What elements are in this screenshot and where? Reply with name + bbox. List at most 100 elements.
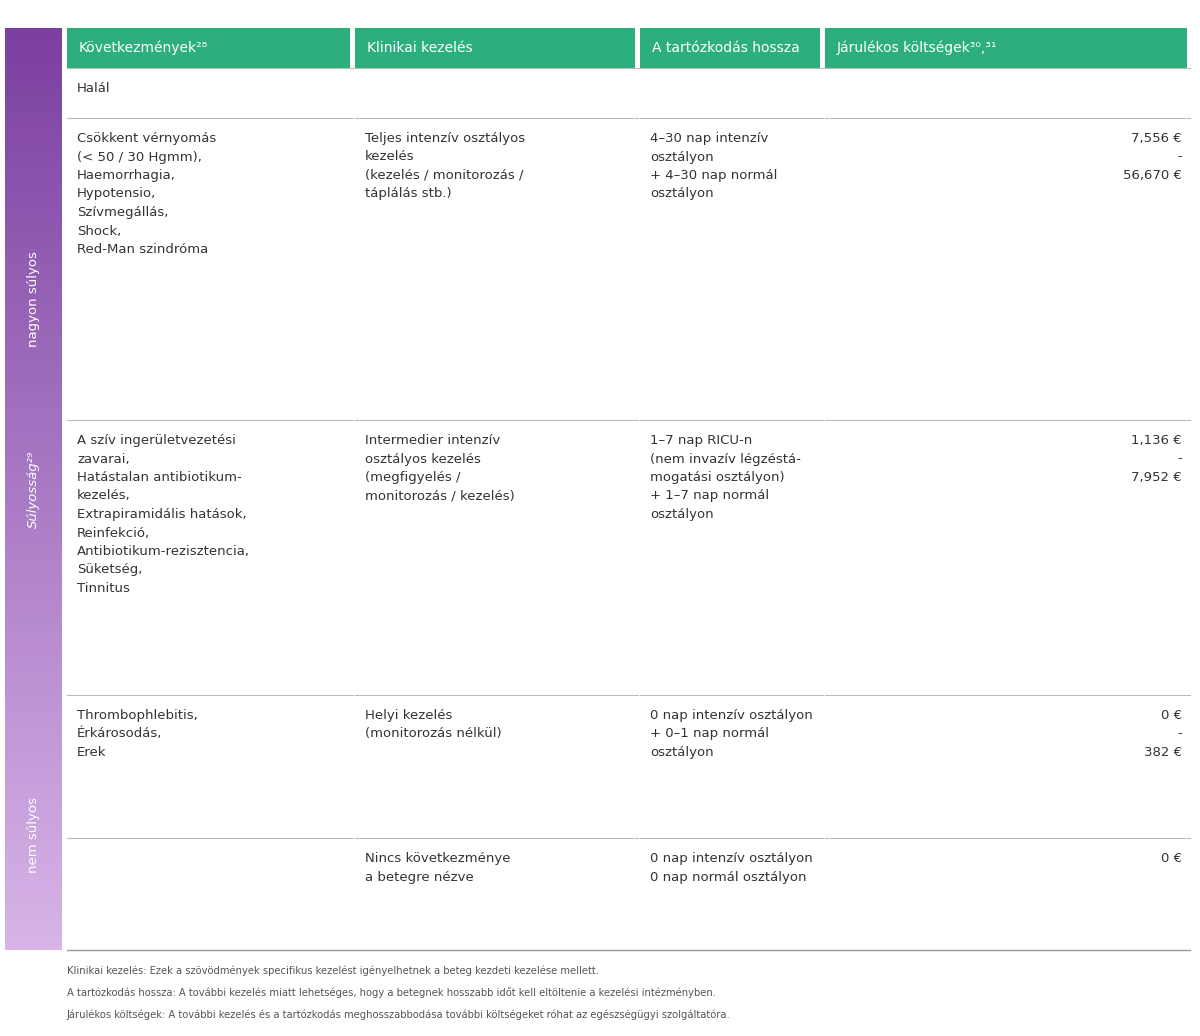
Bar — [5, 724, 62, 728]
Text: 0 nap intenzív osztályon
+ 0–1 nap normál
osztályon: 0 nap intenzív osztályon + 0–1 nap normá… — [650, 709, 812, 759]
Bar — [5, 927, 62, 931]
Bar — [5, 318, 62, 323]
Bar — [5, 194, 62, 199]
Text: 382 €: 382 € — [1144, 746, 1182, 759]
Bar — [5, 572, 62, 577]
Bar — [5, 803, 62, 807]
Bar — [5, 434, 62, 438]
Text: nagyon súlyos: nagyon súlyos — [26, 251, 40, 347]
Bar — [5, 480, 62, 485]
Bar — [5, 756, 62, 761]
Bar — [5, 807, 62, 811]
Bar — [5, 526, 62, 530]
Bar — [640, 28, 820, 68]
Bar — [5, 387, 62, 393]
Text: Klinikai kezelés: Klinikai kezelés — [367, 41, 473, 55]
Text: Halál: Halál — [77, 82, 110, 95]
Bar — [5, 75, 62, 79]
Bar — [5, 558, 62, 563]
Bar — [5, 811, 62, 816]
Bar — [5, 359, 62, 365]
Bar — [5, 134, 62, 139]
Bar — [5, 788, 62, 794]
Bar — [5, 848, 62, 854]
Bar — [5, 383, 62, 387]
Bar — [5, 485, 62, 489]
Bar — [5, 585, 62, 591]
Bar — [5, 410, 62, 415]
Text: 0 €: 0 € — [1160, 709, 1182, 722]
Bar — [826, 28, 1187, 68]
Bar — [5, 69, 62, 75]
Text: Intermedier intenzív
osztályos kezelés
(megfigyelés /
monitorozás / kezelés): Intermedier intenzív osztályos kezelés (… — [365, 434, 515, 502]
Bar — [5, 673, 62, 678]
Text: 7,952 €: 7,952 € — [1132, 471, 1182, 484]
Bar — [5, 761, 62, 766]
Bar — [5, 425, 62, 429]
Bar — [5, 696, 62, 701]
Bar — [5, 645, 62, 651]
Bar — [5, 429, 62, 434]
Bar — [5, 752, 62, 756]
Bar — [5, 47, 62, 51]
Bar — [5, 563, 62, 568]
Bar — [5, 678, 62, 683]
Bar — [5, 577, 62, 581]
Bar — [5, 711, 62, 715]
Bar — [5, 305, 62, 309]
Bar — [5, 502, 62, 508]
Bar — [5, 728, 62, 733]
Bar — [5, 498, 62, 502]
Bar — [5, 466, 62, 470]
Bar — [5, 604, 62, 609]
Bar — [5, 438, 62, 443]
Bar — [5, 918, 62, 922]
Bar — [5, 664, 62, 669]
Bar — [5, 683, 62, 687]
Text: A tartózkodás hossza: A további kezelés miatt lehetséges, hogy a betegnek hossza: A tartózkodás hossza: A további kezelés … — [67, 987, 716, 998]
Bar — [5, 489, 62, 493]
Bar — [5, 470, 62, 476]
Bar — [5, 282, 62, 286]
Bar — [5, 687, 62, 692]
Bar — [5, 231, 62, 235]
Bar — [5, 420, 62, 425]
Text: Helyi kezelés
(monitorozás nélkül): Helyi kezelés (monitorozás nélkül) — [365, 709, 502, 741]
Bar — [5, 876, 62, 881]
Bar — [5, 581, 62, 585]
Bar — [5, 867, 62, 871]
Bar — [5, 342, 62, 346]
Text: 1–7 nap RICU-n
(nem invazív légzéstá-
mogatási osztályon)
+ 1–7 nap normál
osztá: 1–7 nap RICU-n (nem invazív légzéstá- mo… — [650, 434, 800, 521]
Text: Klinikai kezelés: Ezek a szövödmények specifikus kezelést igényelhetnek a beteg : Klinikai kezelés: Ezek a szövödmények sp… — [67, 965, 599, 976]
Bar — [5, 41, 62, 47]
Bar — [5, 401, 62, 406]
Bar — [5, 770, 62, 775]
Bar — [5, 835, 62, 839]
Bar — [5, 226, 62, 231]
Bar — [5, 493, 62, 498]
Bar — [5, 124, 62, 130]
Bar — [5, 79, 62, 83]
Bar — [5, 890, 62, 895]
Bar — [5, 946, 62, 950]
Text: 1,136 €: 1,136 € — [1132, 434, 1182, 447]
Bar — [5, 794, 62, 798]
Bar — [5, 32, 62, 37]
Bar — [5, 669, 62, 673]
Bar — [5, 595, 62, 600]
Bar — [5, 171, 62, 175]
Bar — [355, 28, 635, 68]
Bar — [5, 92, 62, 97]
Bar — [5, 747, 62, 752]
Bar — [5, 549, 62, 553]
Text: A szív ingerületvezetési
zavarai,
Hatástalan antibiotikum-
kezelés,
Extrapiramid: A szív ingerületvezetési zavarai, Hatást… — [77, 434, 250, 595]
Bar — [5, 351, 62, 355]
Bar — [5, 913, 62, 918]
Bar — [5, 692, 62, 696]
Bar — [5, 821, 62, 826]
Bar — [5, 295, 62, 300]
Bar — [5, 222, 62, 226]
Bar — [5, 152, 62, 157]
Bar — [5, 116, 62, 120]
Text: nem súlyos: nem súlyos — [26, 797, 40, 873]
